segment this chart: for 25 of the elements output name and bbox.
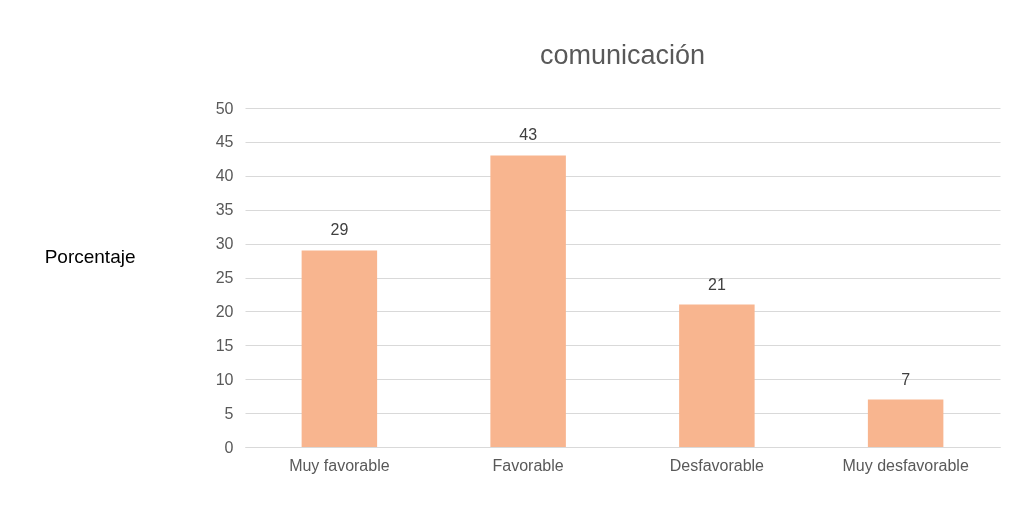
y-tick-label: 25 [215,269,234,286]
y-tick-label: 20 [215,302,234,320]
x-tick-label: Muy favorable [289,456,390,474]
y-tick-label: 5 [224,404,234,422]
y-axis-title: Porcentaje [44,245,136,267]
data-label: 21 [707,275,726,293]
x-tick-label: Muy desfavorable [842,456,969,474]
bar [301,250,378,447]
data-label: 29 [330,221,349,239]
y-tick-label: 35 [215,201,234,219]
x-tick-label: Desfavorable [669,456,765,474]
y-tick-label: 40 [215,167,234,185]
bar [867,399,944,447]
y-tick-label: 15 [215,336,234,354]
data-label: 7 [901,370,911,388]
bar [490,155,566,447]
y-tick-label: 0 [224,438,234,456]
data-label: 43 [519,126,538,144]
y-tick-label: 10 [215,370,234,388]
x-tick-label: Favorable [492,456,564,474]
y-tick-label: 45 [215,133,234,151]
y-tick-label: 30 [215,235,234,253]
chart-title: comunicación [539,40,706,70]
y-tick-label: 50 [215,99,234,117]
bar [679,304,755,447]
